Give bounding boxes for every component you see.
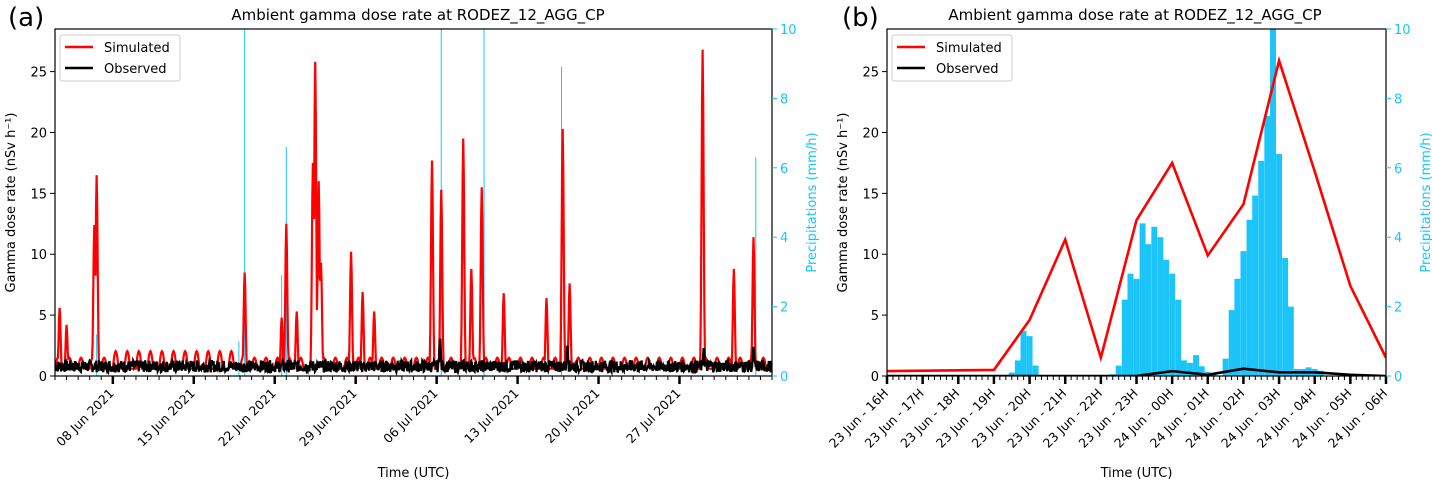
legend-label: Observed xyxy=(936,62,999,77)
precip-bar xyxy=(1175,299,1182,376)
x-tick-label: 29 Jun 2021 xyxy=(296,386,360,450)
y2-tick-label: 8 xyxy=(1394,92,1402,107)
y-tick-label: 10 xyxy=(30,248,47,263)
y-axis-label: Gamma dose rate (nSv h⁻¹) xyxy=(4,113,19,293)
legend-label: Simulated xyxy=(936,41,1002,56)
precip-bar xyxy=(1115,365,1122,376)
legend: Simulated Observed xyxy=(59,34,181,82)
precip-bar xyxy=(1234,278,1241,376)
precip-bar xyxy=(1246,219,1253,376)
plot-area xyxy=(55,29,772,376)
y-tick-label: 5 xyxy=(871,309,879,324)
x-tick-label: 27 Jul 2021 xyxy=(623,386,684,447)
y2-tick-label: 4 xyxy=(780,231,788,246)
legend: Simulated Observed xyxy=(891,34,1013,82)
legend-label: Simulated xyxy=(104,41,170,56)
y-tick-label: 25 xyxy=(30,66,47,81)
precip-bar xyxy=(1151,226,1158,376)
precip-bar xyxy=(1264,115,1271,376)
precip-bar xyxy=(1186,362,1193,376)
precip-bar xyxy=(1121,299,1128,376)
y-tick-label: 15 xyxy=(862,187,879,202)
x-tick-label: 06 Jul 2021 xyxy=(380,386,441,447)
x-tick-label: 08 Jun 2021 xyxy=(53,386,117,450)
y-tick-label: 0 xyxy=(871,370,879,385)
precip-bar xyxy=(1258,160,1265,376)
y2-axis-label: Precipitations (mm/h) xyxy=(1419,132,1432,272)
y2-tick-label: 6 xyxy=(1394,162,1402,177)
y2-tick-label: 8 xyxy=(780,92,788,107)
legend-label: Observed xyxy=(104,62,167,77)
x-tick-label: 22 Jun 2021 xyxy=(215,386,279,450)
precip-bar xyxy=(1228,310,1235,376)
panel-b: (b) Ambient gamma dose rate at RODEZ_12_A… xyxy=(826,3,1432,481)
panel-label: (b) xyxy=(842,3,879,33)
precip-bar xyxy=(1180,360,1187,376)
y2-axis-label: Precipitations (mm/h) xyxy=(805,132,820,272)
x-tick-label: 20 Jul 2021 xyxy=(542,386,603,447)
precip-bar xyxy=(1276,153,1283,376)
precip-bar xyxy=(1198,366,1205,376)
x-axis-label: Time (UTC) xyxy=(1100,466,1173,481)
precip-bar xyxy=(1169,273,1176,376)
observed-line xyxy=(887,367,1386,376)
plot-area xyxy=(887,29,1386,376)
y2-tick-label: 4 xyxy=(1394,231,1402,246)
y-tick-label: 25 xyxy=(862,66,879,81)
precip-bar xyxy=(1287,306,1294,376)
y2-tick-label: 2 xyxy=(780,301,788,316)
precip-bar xyxy=(1252,195,1259,376)
precip-bar xyxy=(1026,336,1033,376)
precip-bar xyxy=(1222,358,1229,376)
precip-bar xyxy=(1133,278,1140,376)
x-axis-label: Time (UTC) xyxy=(377,466,450,481)
precip-bar xyxy=(1210,374,1217,376)
observed-line xyxy=(55,338,772,376)
axes-frame xyxy=(886,28,1387,377)
y-tick-label: 20 xyxy=(30,126,47,141)
x-tick-label: 15 Jun 2021 xyxy=(134,386,198,450)
precip-bar xyxy=(1157,237,1164,376)
y2-tick-label: 10 xyxy=(1394,23,1411,38)
panel-label: (a) xyxy=(8,3,44,33)
simulated-line xyxy=(887,55,1386,373)
y2-tick-label: 10 xyxy=(780,23,797,38)
chart-title: Ambient gamma dose rate at RODEZ_12_AGG_… xyxy=(948,6,1321,25)
precip-bar xyxy=(1240,251,1247,376)
chart-title: Ambient gamma dose rate at RODEZ_12_AGG_… xyxy=(231,6,604,25)
precip-bar xyxy=(1127,273,1134,376)
y-tick-label: 20 xyxy=(862,126,879,141)
y-tick-label: 10 xyxy=(862,248,879,263)
y-tick-label: 0 xyxy=(39,370,47,385)
precip-bar xyxy=(1139,223,1146,376)
precip-bar xyxy=(1014,360,1021,376)
y2-tick-label: 0 xyxy=(1394,370,1402,385)
precip-bar xyxy=(1270,29,1276,376)
y-tick-label: 15 xyxy=(30,187,47,202)
precip-bar xyxy=(1145,244,1152,376)
precip-bar xyxy=(1193,355,1199,376)
precip-bar xyxy=(1163,259,1170,376)
y2-tick-label: 6 xyxy=(780,162,788,177)
y-axis-label: Gamma dose rate (nSv h⁻¹) xyxy=(836,113,851,293)
simulated-line xyxy=(55,49,772,370)
y2-tick-label: 2 xyxy=(1394,301,1402,316)
precip-bar xyxy=(1008,372,1015,376)
precip-bar xyxy=(1020,330,1027,376)
precip-bar xyxy=(1282,258,1289,376)
y-tick-label: 5 xyxy=(39,309,47,324)
precip-bar xyxy=(1032,365,1039,376)
axes-frame xyxy=(54,28,773,377)
panel-a: (a) Ambient gamma dose rate at RODEZ_12_A… xyxy=(4,3,820,481)
x-tick-label: 13 Jul 2021 xyxy=(461,386,522,447)
y2-tick-label: 0 xyxy=(780,370,788,385)
